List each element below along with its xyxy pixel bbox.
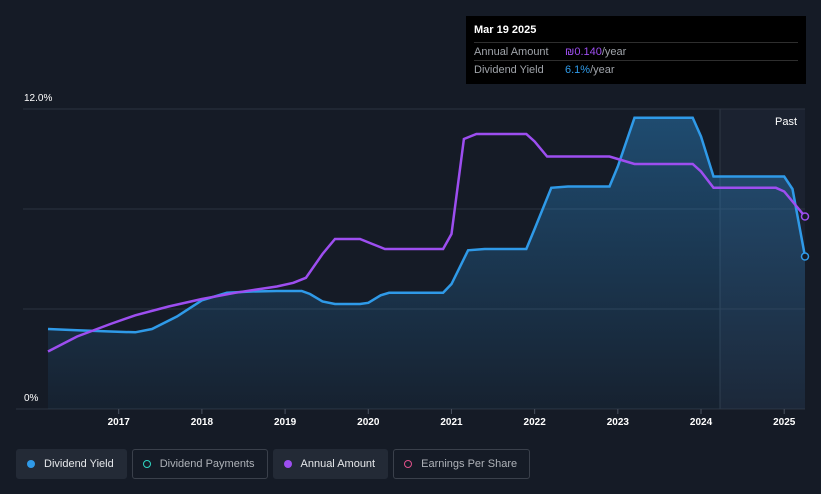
dividend-yield-endpoint [800, 252, 810, 261]
tooltip-annual-amount-value: ₪0.140 [565, 45, 602, 58]
past-label: Past [775, 116, 797, 128]
legend-dot-icon [27, 460, 35, 468]
x-tick-label: 2018 [191, 417, 214, 428]
tooltip-annual-amount-unit: /year [601, 45, 627, 58]
legend-annual-amount[interactable]: Annual Amount [272, 449, 389, 479]
annual-amount-endpoint [800, 212, 810, 221]
legend-label: Earnings Per Share [421, 458, 518, 470]
tooltip: Mar 19 2025 Annual Amount ₪0.140/year Di… [466, 16, 806, 84]
legend-dot-icon [283, 460, 292, 468]
legend: Dividend Yield Dividend Payments Annual … [16, 449, 531, 479]
x-tick-label: 2019 [274, 417, 297, 428]
x-tick-label: 2021 [440, 417, 463, 428]
x-tick-label: 2024 [690, 417, 713, 428]
legend-dividend-payments[interactable]: Dividend Payments [131, 449, 268, 479]
tooltip-date: Mar 19 2025 [474, 24, 537, 36]
y-tick-label-bottom: 0% [24, 393, 39, 404]
legend-label: Dividend Payments [159, 458, 255, 470]
x-tick-label: 2017 [108, 417, 131, 428]
x-tick-label: 2025 [773, 417, 796, 428]
legend-earnings-per-share[interactable]: Earnings Per Share [393, 449, 531, 479]
x-tick-label: 2023 [607, 417, 630, 428]
tooltip-dividend-yield-unit: /year [590, 63, 615, 76]
legend-ring-icon [404, 460, 413, 468]
legend-label: Annual Amount [300, 458, 376, 470]
tooltip-annual-amount-label: Annual Amount [474, 45, 549, 58]
annual-amount-line [47, 132, 806, 353]
x-axis-ticks: 2017 2018 2019 2020 2021 2022 2023 2024 2025 [108, 409, 796, 428]
y-tick-label-top: 12.0% [24, 93, 52, 104]
x-tick-label: 2022 [524, 417, 547, 428]
tooltip-row-dividend-yield: Dividend Yield 6.1%/year [474, 60, 798, 78]
legend-dividend-yield[interactable]: Dividend Yield [16, 449, 127, 479]
dividend-yield-area [48, 117, 805, 410]
tooltip-row-annual-amount: Annual Amount ₪0.140/year [474, 42, 798, 60]
legend-label: Dividend Yield [44, 458, 114, 470]
x-tick-label: 2020 [357, 417, 380, 428]
tooltip-dividend-yield-label: Dividend Yield [474, 63, 544, 76]
legend-ring-icon [142, 460, 151, 468]
tooltip-dividend-yield-value: 6.1% [565, 63, 591, 76]
